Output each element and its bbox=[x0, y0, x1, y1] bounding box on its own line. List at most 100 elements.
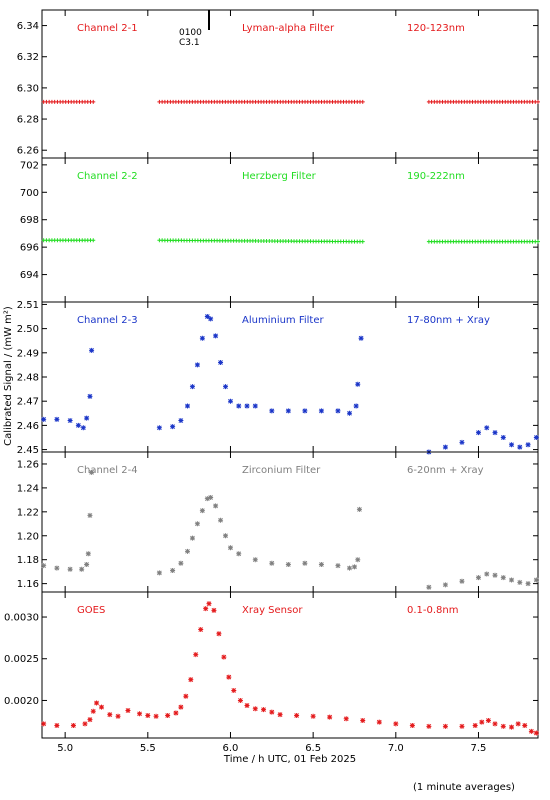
data-point bbox=[500, 575, 506, 581]
data-point bbox=[285, 408, 291, 414]
data-point bbox=[223, 384, 229, 390]
data-point bbox=[426, 584, 432, 590]
panel-filter: Zirconium Filter bbox=[242, 465, 321, 476]
y-tick-label: 2.48 bbox=[17, 373, 39, 384]
x-tick-label: 5.5 bbox=[140, 743, 156, 754]
data-point bbox=[472, 722, 478, 728]
data-point bbox=[85, 551, 91, 557]
data-point bbox=[89, 347, 95, 353]
data-point bbox=[252, 557, 258, 563]
data-point bbox=[203, 606, 209, 612]
y-tick-label: 700 bbox=[20, 188, 39, 199]
data-point bbox=[80, 425, 86, 431]
data-point bbox=[41, 721, 47, 727]
data-point bbox=[156, 570, 162, 576]
data-point bbox=[360, 239, 365, 244]
data-point bbox=[173, 710, 179, 716]
data-point bbox=[442, 444, 448, 450]
panel-band: 0.1-0.8nm bbox=[407, 605, 459, 616]
data-point bbox=[204, 496, 210, 502]
series-2 bbox=[41, 238, 540, 244]
data-point bbox=[90, 708, 96, 714]
data-point bbox=[67, 566, 73, 572]
x-tick-label: 6.5 bbox=[305, 743, 321, 754]
data-point bbox=[84, 561, 90, 567]
data-point bbox=[479, 719, 485, 725]
data-point bbox=[269, 408, 275, 414]
data-point bbox=[75, 422, 81, 428]
data-point bbox=[335, 408, 341, 414]
data-point bbox=[358, 335, 364, 341]
data-point bbox=[327, 714, 333, 720]
data-point bbox=[41, 563, 47, 569]
data-point bbox=[475, 430, 481, 436]
data-point bbox=[236, 403, 242, 409]
data-point bbox=[409, 722, 415, 728]
data-point bbox=[351, 564, 357, 570]
data-point bbox=[294, 712, 300, 718]
data-point bbox=[213, 503, 219, 509]
data-point bbox=[347, 565, 353, 571]
data-point bbox=[459, 723, 465, 729]
data-point bbox=[522, 722, 528, 728]
data-point bbox=[244, 702, 250, 708]
data-point bbox=[183, 693, 189, 699]
y-tick-label: 698 bbox=[20, 215, 39, 226]
y-tick-label: 0.0025 bbox=[4, 654, 39, 665]
panel-band: 17-80nm + Xray bbox=[407, 315, 490, 326]
y-tick-label: 2.50 bbox=[17, 324, 39, 335]
data-point bbox=[198, 627, 204, 633]
data-point bbox=[218, 359, 224, 365]
data-point bbox=[426, 723, 432, 729]
data-point bbox=[67, 418, 73, 424]
data-point bbox=[204, 314, 210, 320]
data-point bbox=[525, 581, 531, 587]
panel-band: 120-123nm bbox=[407, 23, 465, 34]
data-point bbox=[525, 442, 531, 448]
data-point bbox=[347, 410, 353, 416]
data-point bbox=[178, 560, 184, 566]
panel-title: Channel 2-3 bbox=[77, 315, 138, 326]
data-point bbox=[302, 560, 308, 566]
data-point bbox=[206, 601, 212, 607]
data-point bbox=[137, 711, 143, 717]
data-point bbox=[218, 517, 224, 523]
panel-filter: Xray Sensor bbox=[242, 605, 303, 616]
data-point bbox=[355, 557, 361, 563]
panel-filter: Herzberg Filter bbox=[242, 171, 317, 182]
data-point bbox=[193, 652, 199, 658]
data-point bbox=[318, 408, 324, 414]
data-point bbox=[153, 713, 159, 719]
data-point bbox=[252, 403, 258, 409]
data-point bbox=[227, 545, 233, 551]
data-point bbox=[208, 494, 214, 500]
data-point bbox=[89, 469, 95, 475]
data-point bbox=[199, 335, 205, 341]
data-point bbox=[261, 707, 267, 713]
data-point bbox=[184, 403, 190, 409]
y-axis-label: Calibrated Signal / (mW m²) bbox=[3, 306, 14, 446]
flare-marker-class: C3.1 bbox=[179, 38, 200, 48]
data-point bbox=[125, 707, 131, 713]
data-point bbox=[442, 582, 448, 588]
panel-title: GOES bbox=[77, 605, 105, 616]
data-point bbox=[189, 384, 195, 390]
data-point bbox=[94, 700, 100, 706]
data-point bbox=[509, 724, 515, 730]
panel-title: Channel 2-1 bbox=[77, 23, 138, 34]
data-point bbox=[194, 362, 200, 368]
data-point bbox=[360, 99, 365, 104]
y-tick-label: 2.45 bbox=[17, 445, 39, 456]
data-point bbox=[459, 578, 465, 584]
data-point bbox=[492, 430, 498, 436]
data-point bbox=[170, 424, 176, 430]
y-tick-label: 1.26 bbox=[17, 459, 39, 470]
data-point bbox=[194, 521, 200, 527]
data-point bbox=[536, 239, 540, 244]
flare-marker-time: 0100 bbox=[179, 28, 202, 38]
data-point bbox=[178, 418, 184, 424]
y-tick-label: 6.32 bbox=[17, 52, 39, 63]
data-point bbox=[188, 677, 194, 683]
y-tick-label: 6.30 bbox=[17, 83, 39, 94]
